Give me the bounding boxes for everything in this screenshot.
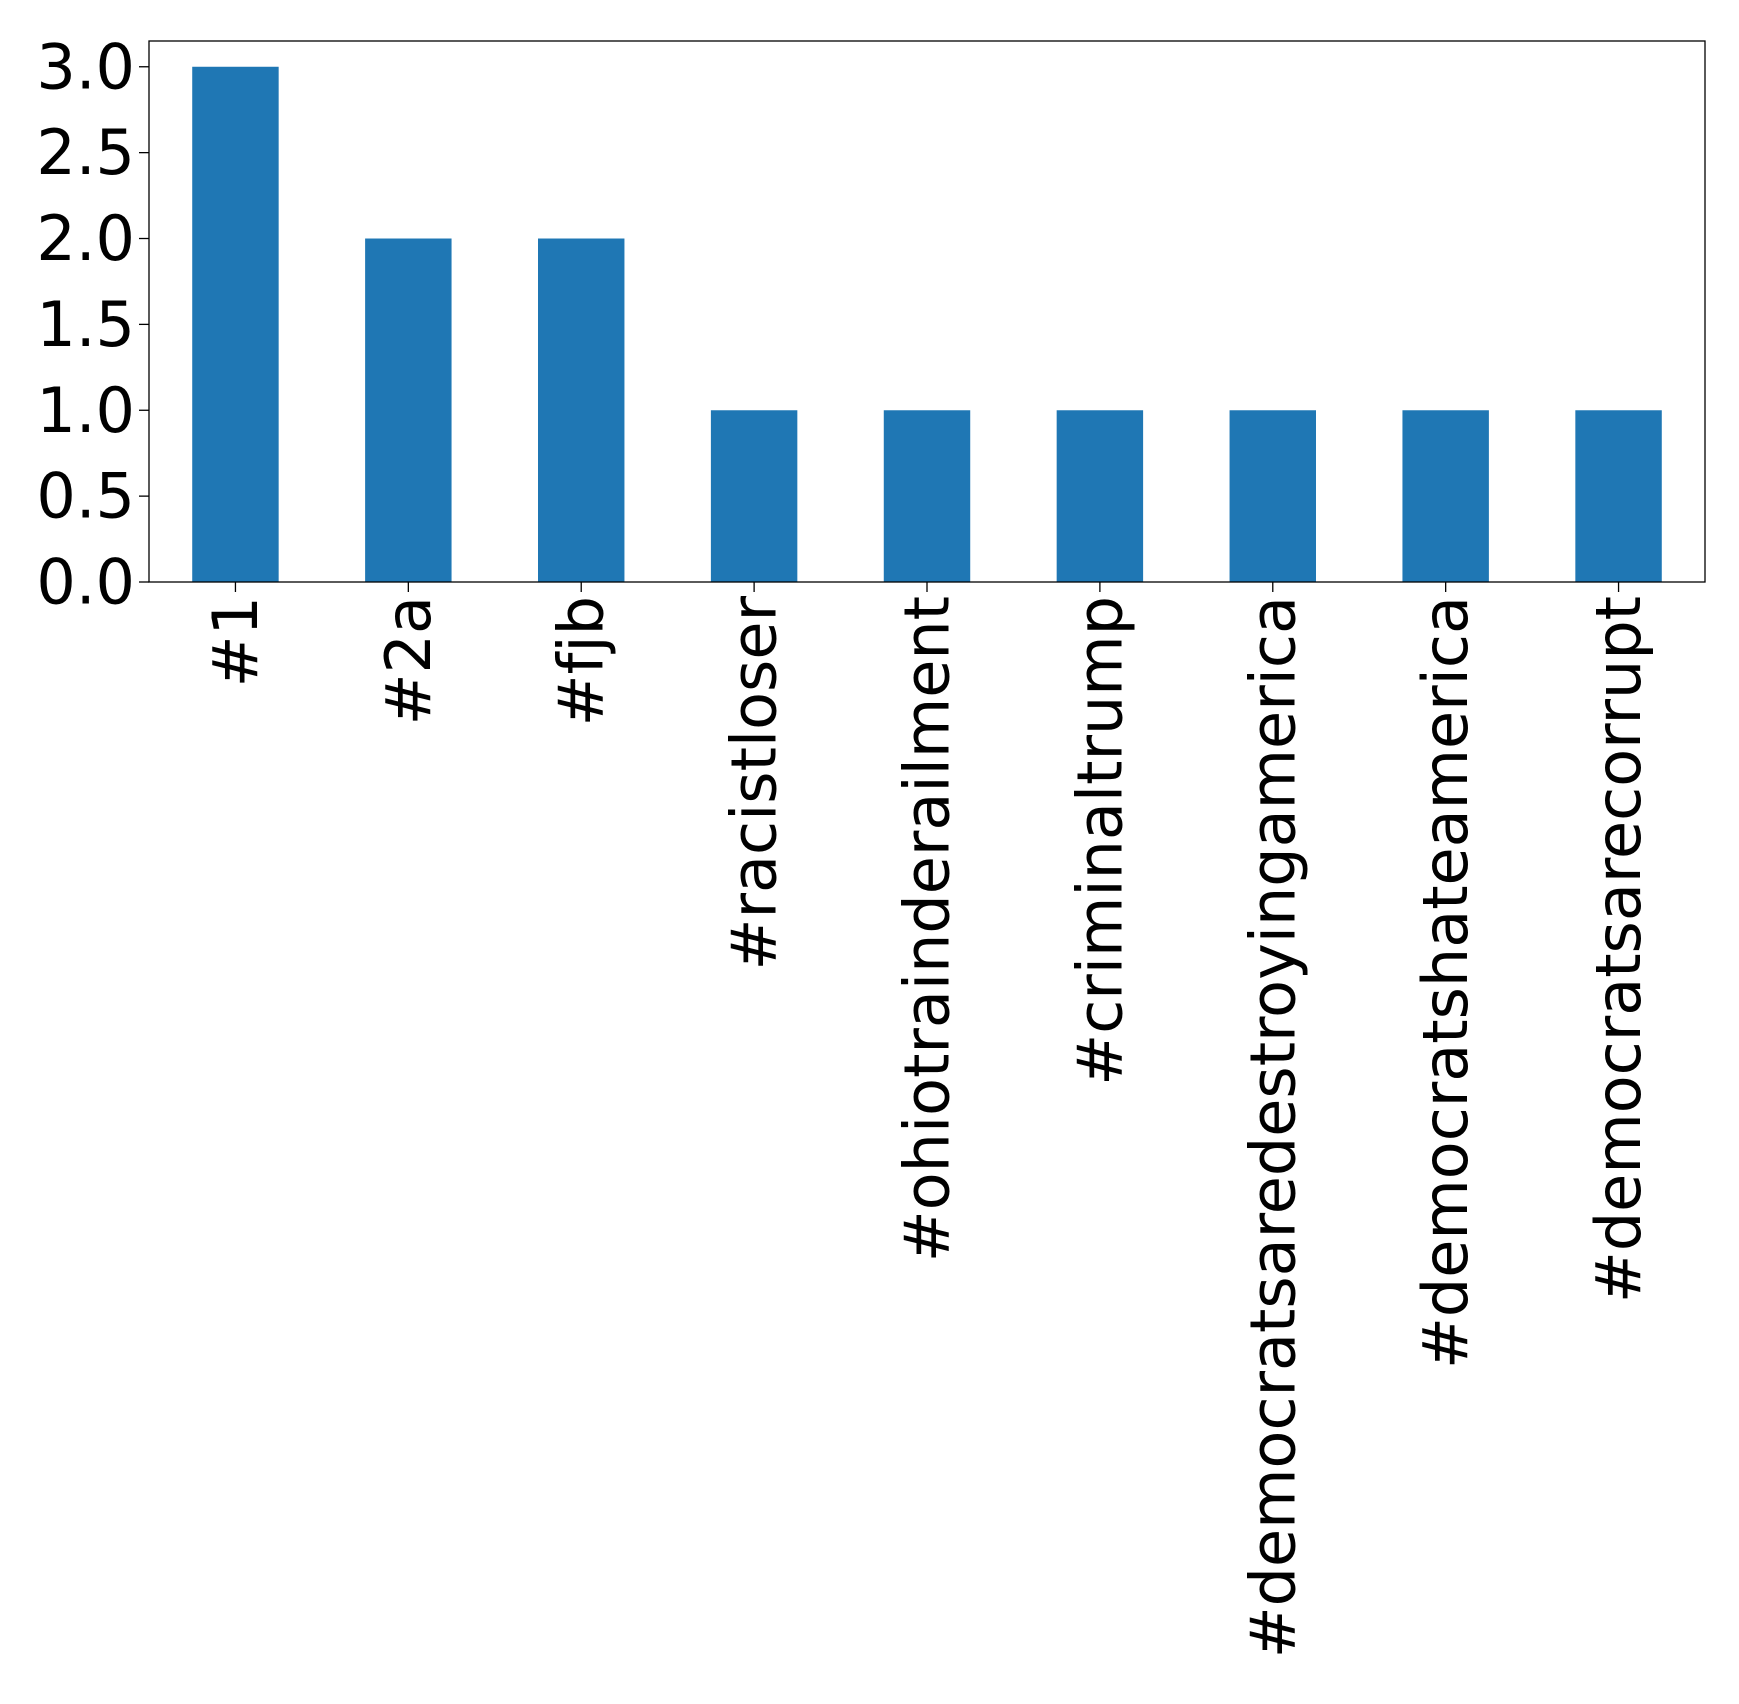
x-tick-label-7: #democratshateamerica — [1409, 596, 1482, 1369]
bar-5 — [1056, 410, 1144, 582]
bars-layer — [192, 66, 1662, 582]
y-tick-label-0: 0.0 — [36, 546, 135, 619]
x-tick-label-1: #2a — [372, 596, 445, 725]
x-tick-label-5: #criminaltrump — [1063, 596, 1136, 1086]
y-tick-label-1: 0.5 — [36, 460, 135, 533]
x-tick-label-3: #racistloser — [718, 595, 791, 970]
y-tick-label-4: 2.0 — [36, 202, 135, 275]
y-tick-label-2: 1.0 — [36, 374, 135, 447]
bar-1 — [365, 238, 452, 582]
bar-6 — [1229, 410, 1316, 582]
y-tick-label-5: 2.5 — [36, 116, 135, 189]
y-tick-label-6: 3.0 — [36, 30, 135, 103]
plot-frame — [148, 40, 1706, 583]
x-tick-label-8: #democratsarecorrupt — [1582, 596, 1655, 1303]
x-tick-label-4: #ohiotrainderailment — [891, 596, 964, 1262]
bar-4 — [883, 410, 971, 582]
y-axis: 0.0 0.5 1.0 1.5 2.0 2.5 3.0 — [36, 30, 149, 619]
x-tick-label-6: #democratsaredestroyingamerica — [1236, 596, 1309, 1658]
bar-0 — [192, 66, 279, 582]
x-tick-label-0: #1 — [199, 596, 272, 687]
y-tick-label-3: 1.5 — [36, 288, 135, 361]
bar-7 — [1402, 410, 1489, 582]
bar-3 — [710, 410, 798, 582]
x-axis: #1 #2a #fjb #racistloser #ohiotrainderailmen… — [199, 582, 1655, 1658]
bar-8 — [1575, 410, 1662, 582]
x-tick-label-2: #fjb — [545, 596, 618, 726]
bar-2 — [538, 238, 625, 582]
